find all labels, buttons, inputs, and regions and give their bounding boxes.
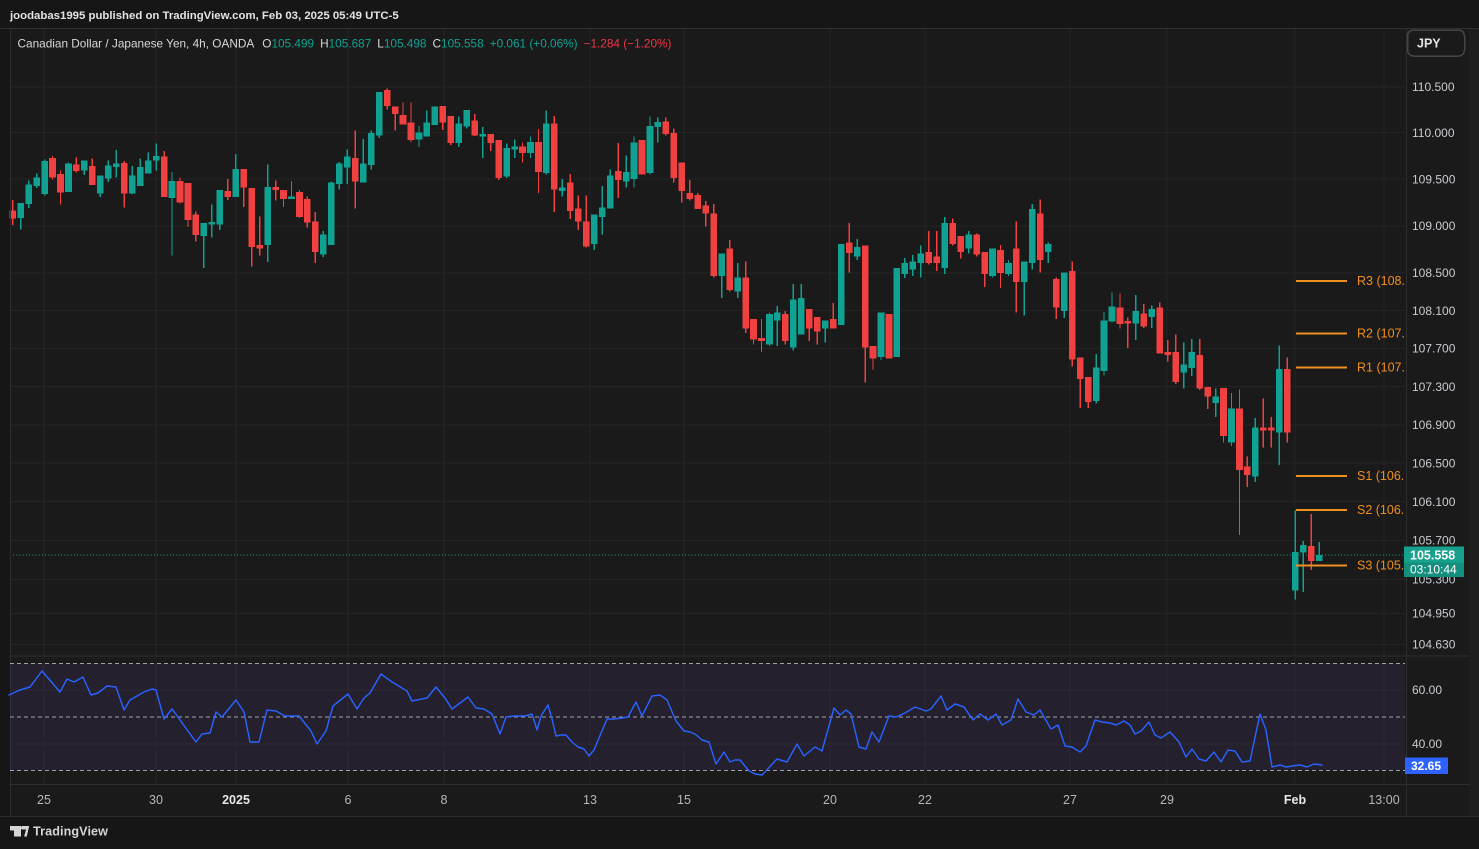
svg-text:109.500: 109.500 [1412, 172, 1456, 186]
svg-text:29: 29 [1160, 793, 1174, 807]
svg-text:108.100: 108.100 [1412, 304, 1456, 318]
svg-text:106.100: 106.100 [1412, 495, 1456, 509]
svg-text:104.630: 104.630 [1412, 638, 1456, 652]
svg-text:106.500: 106.500 [1412, 456, 1456, 470]
svg-text:60.00: 60.00 [1412, 683, 1442, 697]
svg-text:109.000: 109.000 [1412, 219, 1456, 233]
svg-text:R1 (107.: R1 (107. [1357, 361, 1405, 375]
svg-text:13: 13 [583, 793, 597, 807]
svg-text:Canadian Dollar / Japanese Yen: Canadian Dollar / Japanese Yen, 4h, OAND… [18, 37, 672, 51]
svg-text:110.500: 110.500 [1412, 80, 1455, 94]
svg-text:22: 22 [918, 793, 932, 807]
svg-text:S1 (106.: S1 (106. [1357, 469, 1404, 483]
svg-text:32.65: 32.65 [1411, 759, 1441, 773]
svg-text:40.00: 40.00 [1412, 737, 1442, 751]
svg-text:S3 (105.: S3 (105. [1357, 559, 1404, 573]
svg-text:6: 6 [345, 793, 352, 807]
svg-text:105.700: 105.700 [1412, 534, 1456, 548]
svg-text:15: 15 [677, 793, 691, 807]
svg-text:R2 (107.: R2 (107. [1357, 327, 1405, 341]
svg-text:30: 30 [149, 793, 163, 807]
svg-text:107.700: 107.700 [1412, 342, 1456, 356]
svg-text:20: 20 [823, 793, 837, 807]
svg-text:JPY: JPY [1417, 37, 1441, 51]
svg-text:R3 (108.: R3 (108. [1357, 274, 1405, 288]
svg-text:TradingView: TradingView [33, 825, 108, 839]
svg-text:107.300: 107.300 [1412, 380, 1456, 394]
svg-text:03:10:44: 03:10:44 [1410, 563, 1457, 577]
svg-text:2025: 2025 [222, 793, 250, 807]
svg-text:105.558: 105.558 [1410, 549, 1455, 563]
svg-text:joodabas1995 published on Trad: joodabas1995 published on TradingView.co… [9, 10, 399, 22]
svg-text:Feb: Feb [1284, 793, 1307, 807]
svg-text:S2 (106.: S2 (106. [1357, 503, 1404, 517]
svg-text:13:00: 13:00 [1368, 793, 1399, 807]
svg-text:110.000: 110.000 [1412, 126, 1455, 140]
svg-text:8: 8 [441, 793, 448, 807]
svg-text:27: 27 [1063, 793, 1077, 807]
svg-text:25: 25 [37, 793, 51, 807]
svg-text:106.900: 106.900 [1412, 418, 1456, 432]
svg-text:108.500: 108.500 [1412, 266, 1456, 280]
svg-text:104.950: 104.950 [1412, 607, 1456, 621]
